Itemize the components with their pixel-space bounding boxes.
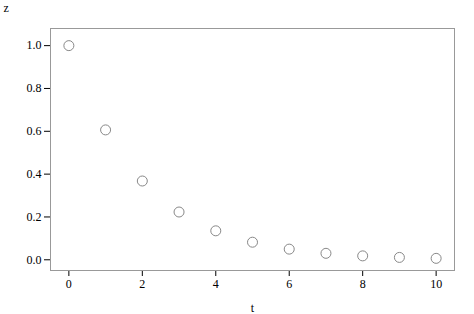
svg-text:8: 8 <box>360 277 366 291</box>
svg-text:6: 6 <box>286 277 292 291</box>
svg-text:z: z <box>4 1 9 15</box>
svg-text:0.2: 0.2 <box>27 210 42 224</box>
svg-text:0.6: 0.6 <box>27 124 42 138</box>
svg-text:0.0: 0.0 <box>27 253 42 267</box>
svg-text:t: t <box>251 301 255 314</box>
svg-text:1.0: 1.0 <box>27 38 42 52</box>
svg-text:2: 2 <box>139 277 145 291</box>
svg-text:0: 0 <box>66 277 72 291</box>
svg-text:4: 4 <box>213 277 219 291</box>
svg-text:0.4: 0.4 <box>27 167 42 181</box>
svg-text:10: 10 <box>430 277 442 291</box>
svg-text:0.8: 0.8 <box>27 81 42 95</box>
